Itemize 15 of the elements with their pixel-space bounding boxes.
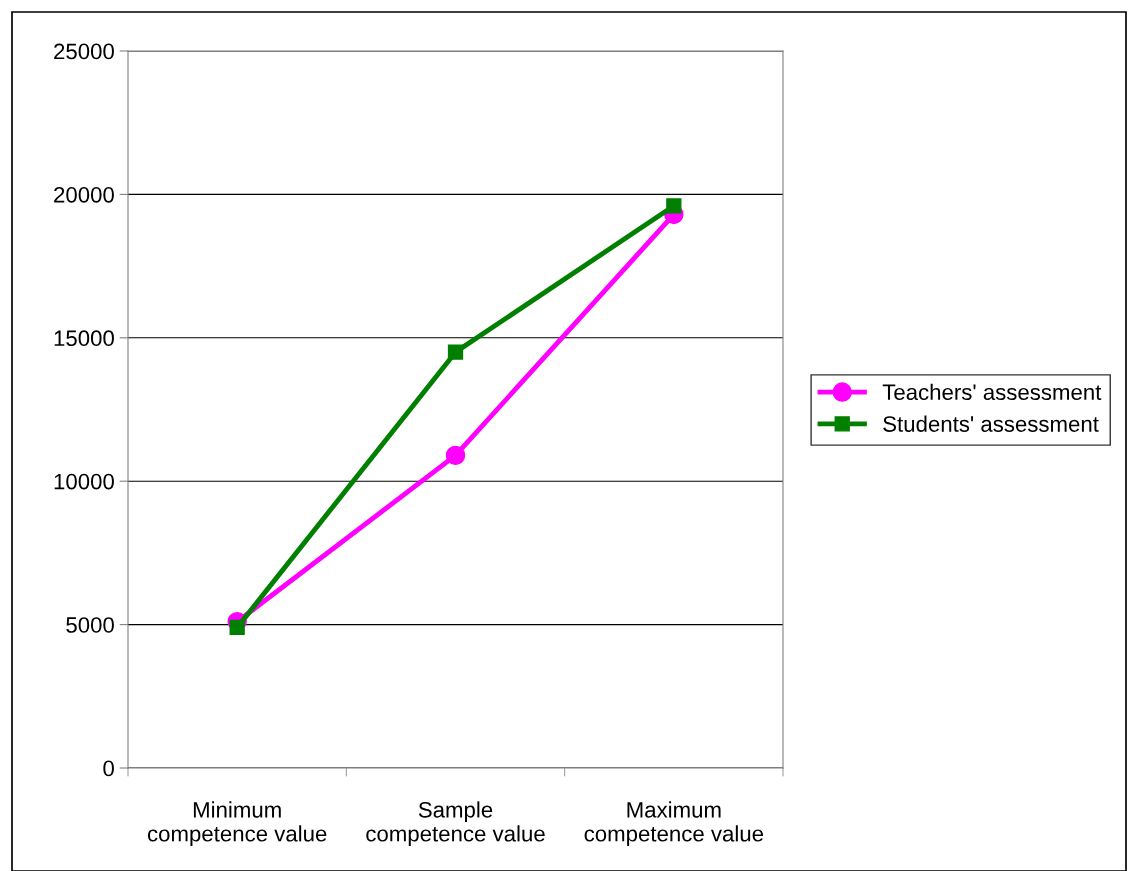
y-tick-label: 10000: [54, 473, 114, 490]
y-tick-label: 25000: [54, 43, 114, 60]
legend-label: Students' assessment: [883, 415, 1099, 432]
x-tick-label: Sample competence value: [366, 801, 545, 846]
x-tick-label: Maximum competence value: [584, 801, 764, 846]
y-tick-label: 15000: [54, 330, 114, 347]
x-tick-label: Minimum competence value: [147, 801, 327, 846]
legend-label: Teachers' assessment: [882, 383, 1102, 401]
point: [666, 198, 682, 214]
y-tick-label: 20000: [54, 186, 114, 203]
y-tick-label: 5000: [66, 617, 114, 633]
y-tick-label: 0: [103, 760, 114, 777]
point: [445, 445, 466, 466]
point: [447, 344, 464, 360]
point: [229, 619, 245, 636]
